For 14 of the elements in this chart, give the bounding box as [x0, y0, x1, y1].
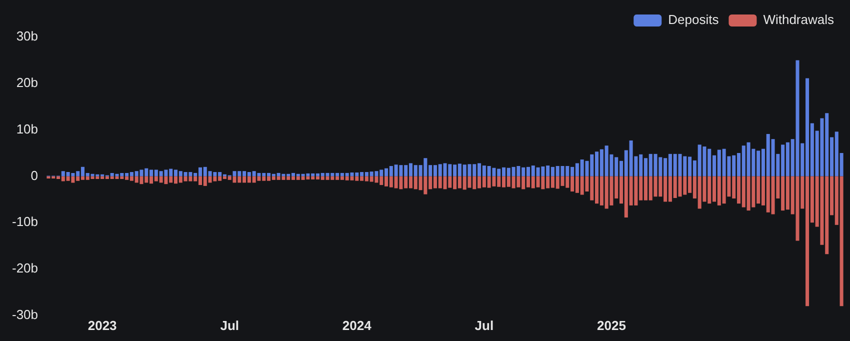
- y-tick-label: 0: [30, 168, 38, 183]
- y-tick-label: 30b: [16, 28, 38, 44]
- x-tick-label: 2025: [597, 318, 626, 333]
- y-tick-label: 20b: [16, 74, 38, 90]
- y-tick-label: -30b: [12, 306, 38, 322]
- x-tick-label: 2023: [88, 318, 117, 333]
- legend-label: Withdrawals: [763, 12, 834, 28]
- y-tick-label: 10b: [16, 121, 38, 136]
- x-tick-label: Jul: [474, 318, 494, 333]
- x-tick-label: Jul: [220, 318, 239, 333]
- legend-label: Deposits: [668, 12, 720, 28]
- x-tick-label: 2024: [342, 318, 372, 333]
- y-tick-label: -10b: [12, 214, 38, 230]
- y-tick-label: -20b: [12, 260, 38, 276]
